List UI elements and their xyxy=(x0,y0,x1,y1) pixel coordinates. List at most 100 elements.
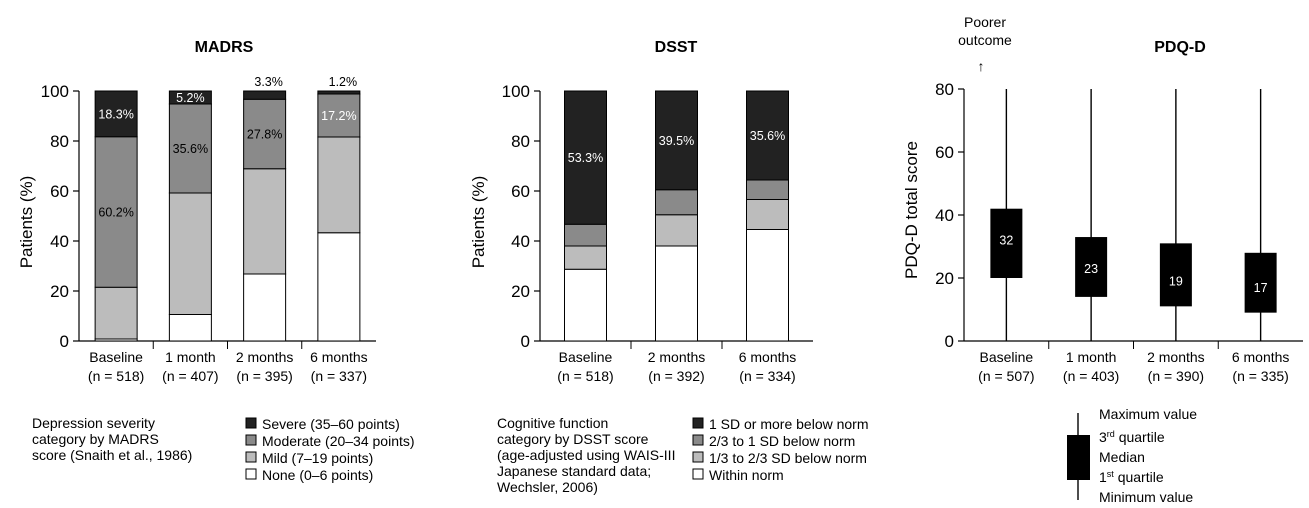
bar-segment xyxy=(746,199,789,230)
madrs-title: MADRS xyxy=(195,39,254,56)
legend-swatch xyxy=(245,468,257,480)
category-label: 1 month xyxy=(165,349,216,365)
bar-segment xyxy=(168,192,212,315)
bar-value-label: 35.6% xyxy=(750,129,785,143)
legend-min-label: Minimum value xyxy=(1099,489,1193,505)
bar-segment xyxy=(746,229,789,342)
legend-caption-line: Depression severity xyxy=(32,415,155,431)
bar-segment xyxy=(655,245,698,342)
bar-segment xyxy=(317,93,361,138)
legend-entry-label: 1 SD or more below norm xyxy=(709,416,869,432)
category-label: 2 months xyxy=(1147,349,1205,365)
y-tick-label: 0 xyxy=(521,332,530,351)
y-tick-label: 60 xyxy=(935,143,954,162)
category-n-label: (n = 518) xyxy=(557,368,613,384)
category-label: 6 months xyxy=(310,349,368,365)
bar-segment xyxy=(564,245,607,270)
y-tick-label: 100 xyxy=(41,82,69,101)
madrs-panel: MADRS Patients (%) 0 20 40 60 80 100 18.3% 60.… xyxy=(17,39,415,483)
category-n-label: (n = 334) xyxy=(739,368,795,384)
category-label: 1 month xyxy=(1066,349,1117,365)
y-tick-label: 0 xyxy=(945,332,954,351)
bar-segment xyxy=(243,168,287,275)
bar-segment xyxy=(94,90,138,138)
legend-swatch xyxy=(692,451,704,463)
bar-value-label: 18.3% xyxy=(98,107,133,121)
bar-segment xyxy=(243,90,287,100)
bar-value-label: 27.8% xyxy=(247,128,282,142)
legend-entry-label: None (0–6 points) xyxy=(262,467,373,483)
madrs-axes: 0 20 40 60 80 100 xyxy=(41,82,376,351)
pdqd-legend: Maximum value 3rd quartile Median 1st qu… xyxy=(1067,406,1197,505)
bar-segment xyxy=(655,189,698,216)
box-median-label: 32 xyxy=(999,234,1013,248)
legend-q1-label: 1st quartile xyxy=(1099,469,1164,485)
legend-swatch xyxy=(245,434,257,446)
pdqd-y-axis-label: PDQ-D total score xyxy=(902,141,921,279)
dsst-bars: 53.3% 39.5% 35.6% xyxy=(564,90,789,342)
bar-segment xyxy=(564,223,607,247)
legend-entry-label: Moderate (20–34 points) xyxy=(262,433,415,449)
legend-max-label: Maximum value xyxy=(1099,406,1197,422)
category-n-label: (n = 395) xyxy=(236,368,292,384)
pdqd-title: PDQ-D xyxy=(1154,39,1206,56)
box-body xyxy=(1159,243,1192,307)
y-tick-label: 20 xyxy=(50,282,69,301)
box-median-label: 19 xyxy=(1169,275,1183,289)
category-label: 2 months xyxy=(648,349,706,365)
legend-caption-line: Japanese standard data; xyxy=(497,463,651,479)
y-tick-label: 20 xyxy=(511,282,530,301)
y-tick-label: 100 xyxy=(502,82,530,101)
bar-segment xyxy=(94,286,138,340)
legend-entry-label: 1/3 to 2/3 SD below norm xyxy=(709,450,867,466)
category-label: 6 months xyxy=(1232,349,1290,365)
pdqd-panel: PDQ-D Poorer outcome ↑ PDQ-D total score… xyxy=(902,14,1303,505)
category-n-label: (n = 392) xyxy=(648,368,704,384)
y-tick-label: 80 xyxy=(935,80,954,99)
bar-segment xyxy=(655,214,698,247)
bar-segment xyxy=(317,90,361,95)
y-tick-label: 0 xyxy=(60,332,69,351)
bar-segment xyxy=(655,90,698,191)
y-tick-label: 40 xyxy=(50,232,69,251)
y-tick-label: 20 xyxy=(935,269,954,288)
y-tick-label: 40 xyxy=(511,232,530,251)
category-n-label: (n = 390) xyxy=(1148,368,1204,384)
madrs-category-labels: Baseline (n = 518) 1 month (n = 407) 2 month… xyxy=(88,349,368,384)
pdqd-category-labels: Baseline (n = 507) 1 month (n = 403) 2 month… xyxy=(978,349,1289,384)
box-body xyxy=(1075,237,1108,297)
legend-caption-line: category by MADRS xyxy=(32,431,159,447)
y-tick-label: 40 xyxy=(935,206,954,225)
bar-value-label: 60.2% xyxy=(98,206,133,220)
box-median-label: 17 xyxy=(1254,281,1268,295)
pdqd-annotation-line2: outcome xyxy=(958,32,1012,48)
y-tick-label: 80 xyxy=(511,132,530,151)
category-label: Baseline xyxy=(980,349,1034,365)
legend-swatch xyxy=(245,417,257,429)
legend-entry-label: Within norm xyxy=(709,467,784,483)
legend-q3-label: 3rd quartile xyxy=(1099,429,1165,445)
y-tick-label: 80 xyxy=(50,132,69,151)
bar-segment xyxy=(243,98,287,170)
bar-segment xyxy=(168,314,212,342)
dsst-y-axis-label: Patients (%) xyxy=(469,176,488,269)
pdqd-annotation-line1: Poorer xyxy=(964,14,1006,30)
legend-box-body xyxy=(1067,435,1090,480)
legend-caption-line: Cognitive function xyxy=(497,415,608,431)
bar-value-label: 3.3% xyxy=(254,75,283,89)
bar-segment xyxy=(243,273,287,342)
category-label: Baseline xyxy=(89,349,143,365)
legend-caption-line: (age-adjusted using WAIS-III xyxy=(497,447,675,463)
legend-swatch xyxy=(245,451,257,463)
bar-value-label: 5.2% xyxy=(176,91,205,105)
legend-entry-label: Severe (35–60 points) xyxy=(262,416,400,432)
legend-entry-label: 2/3 to 1 SD below norm xyxy=(709,433,855,449)
category-n-label: (n = 403) xyxy=(1063,368,1119,384)
pdqd-boxes: 32 23 19 17 xyxy=(990,89,1277,341)
dsst-panel: DSST Patients (%) 0 20 40 60 80 100 53.3% 39.5… xyxy=(469,39,869,495)
bar-value-label: 35.6% xyxy=(173,142,208,156)
y-tick-label: 60 xyxy=(50,182,69,201)
y-tick-label: 60 xyxy=(511,182,530,201)
